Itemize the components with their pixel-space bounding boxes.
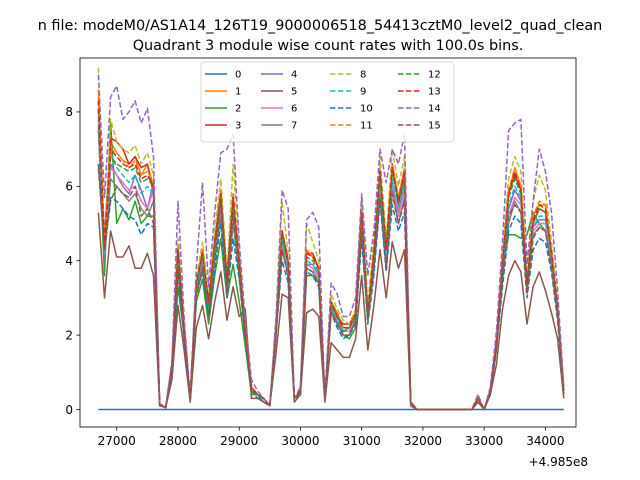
series-layer xyxy=(97,67,565,411)
y-axis: 0 2 4 6 8 xyxy=(65,105,80,417)
x-offset-text: +4.985e8 xyxy=(529,455,588,469)
legend-label-5: 5 xyxy=(291,87,297,98)
legend-label-8: 8 xyxy=(360,70,366,81)
x-axis: 27000 28000 29000 30000 31000 32000 33000 34000 xyxy=(98,427,564,448)
legend-label-10: 10 xyxy=(360,104,373,115)
legend-label-6: 6 xyxy=(291,104,297,115)
x-tick-label: 34000 xyxy=(526,434,564,448)
x-tick-label: 33000 xyxy=(465,434,503,448)
y-tick-label: 4 xyxy=(65,254,73,268)
legend-label-1: 1 xyxy=(235,87,241,98)
legend-label-0: 0 xyxy=(235,70,241,81)
x-tick-label: 32000 xyxy=(404,434,442,448)
legend-label-11: 11 xyxy=(360,121,373,132)
figure-suptitle: n file: modeM0/AS1A14_126T19_9000006518_… xyxy=(38,18,603,34)
legend-label-14: 14 xyxy=(428,104,441,115)
chart-title: Quadrant 3 module wise count rates with … xyxy=(133,38,524,54)
y-tick-label: 8 xyxy=(65,105,73,119)
legend-label-7: 7 xyxy=(291,121,297,132)
series-line-12 xyxy=(97,108,565,411)
x-tick-label: 28000 xyxy=(159,434,197,448)
legend-label-4: 4 xyxy=(291,70,297,81)
legend-label-15: 15 xyxy=(428,121,441,132)
plot-frame xyxy=(79,57,577,428)
x-tick-label: 31000 xyxy=(343,434,381,448)
y-tick-label: 6 xyxy=(65,180,73,194)
y-tick-label: 0 xyxy=(65,403,73,417)
legend-label-13: 13 xyxy=(428,87,441,98)
x-tick-label: 29000 xyxy=(220,434,258,448)
series-line-14 xyxy=(97,74,565,411)
series-line-15 xyxy=(97,167,565,411)
x-tick-label: 30000 xyxy=(281,434,319,448)
legend-label-3: 3 xyxy=(235,121,241,132)
legend-box xyxy=(200,61,455,143)
y-tick-label: 2 xyxy=(65,328,73,342)
legend-label-12: 12 xyxy=(428,70,441,81)
legend-label-2: 2 xyxy=(235,104,241,115)
legend-label-9: 9 xyxy=(360,87,366,98)
x-tick-label: 27000 xyxy=(98,434,136,448)
